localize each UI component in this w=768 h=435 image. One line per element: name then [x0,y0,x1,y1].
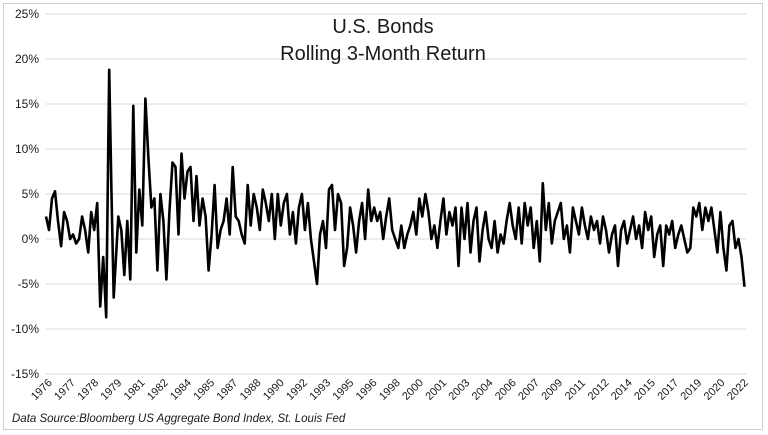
y-axis-ticks: -15% -10% -5% 0% 5% 10% 15% 20% 25% [11,7,39,381]
x-tick-label: 1987 [215,377,241,403]
x-tick-label: 2022 [725,377,751,403]
chart-subtitle: Rolling 3-Month Return [280,43,486,65]
x-tick-label: 1982 [145,377,171,403]
y-tick-label: 15% [15,97,39,111]
y-tick-label: -5% [18,277,40,291]
chart-title: U.S. Bonds [332,16,433,38]
x-tick-label: 1979 [99,377,125,403]
x-tick-label: 1985 [191,377,217,403]
y-tick-label: -10% [11,322,39,336]
y-tick-label: 10% [15,142,39,156]
y-tick-label: 25% [15,7,39,21]
x-tick-label: 2014 [609,377,635,403]
x-tick-label: 2017 [655,377,681,403]
x-tick-label: 2019 [679,377,705,403]
chart-frame [3,3,763,430]
x-tick-label: 1995 [331,377,357,403]
x-tick-label: 2007 [516,377,542,403]
x-tick-label: 1993 [307,377,333,403]
x-tick-label: 2012 [586,377,612,403]
series-line-bond-return [44,68,746,319]
x-tick-label: 2004 [470,377,496,403]
x-tick-label: 2009 [539,377,565,403]
x-tick-label: 2000 [400,377,426,403]
x-tick-label: 1996 [354,377,380,403]
x-tick-label: 2001 [423,377,449,403]
x-tick-label: 1981 [122,377,148,403]
y-tick-label: 0% [22,232,40,246]
x-tick-label: 2020 [702,377,728,403]
x-tick-label: 2015 [632,377,658,403]
x-tick-label: 1978 [75,377,101,403]
x-tick-label: 2003 [447,377,473,403]
y-tick-label: 20% [15,52,39,66]
x-tick-label: 2006 [493,377,519,403]
x-tick-label: 1990 [261,377,287,403]
x-tick-label: 1988 [238,377,264,403]
x-tick-label: 1984 [168,377,194,403]
source-note: Data Source:Bloomberg US Aggregate Bond … [12,413,346,425]
x-tick-label: 2011 [563,377,588,402]
x-axis-ticks: 1976197719781979198119821984198519871988… [29,377,751,403]
x-tick-label: 1992 [284,377,310,403]
y-tick-label: 5% [22,187,40,201]
y-tick-label: -15% [11,367,39,381]
x-tick-label: 1977 [52,377,78,403]
x-tick-label: 1998 [377,377,403,403]
